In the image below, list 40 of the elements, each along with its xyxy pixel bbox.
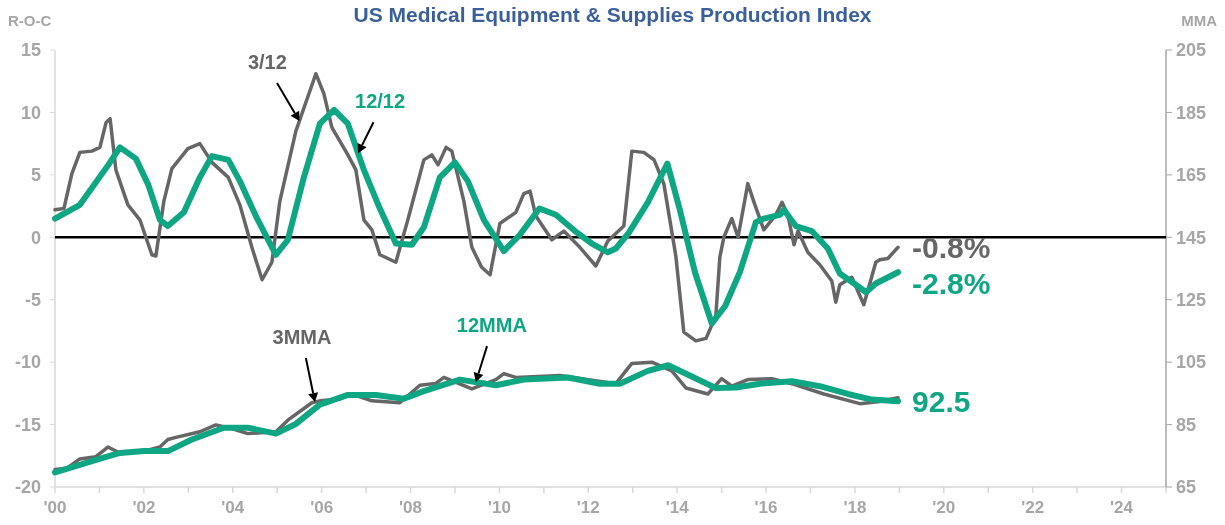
data-label: -2.8% [912, 266, 991, 300]
y2-tick-label: 65 [1176, 477, 1197, 498]
x-tick-label: '16 [754, 498, 778, 517]
x-tick-label: '10 [487, 498, 511, 517]
y2-tick-label: 85 [1176, 414, 1197, 435]
chart-title: US Medical Equipment & Supplies Production Index [353, 3, 872, 26]
y-tick-label: -10 [14, 352, 41, 373]
y-tick-label: -15 [14, 414, 41, 435]
data-label: 92.5 [912, 384, 971, 418]
y-tick-label: 10 [20, 102, 41, 123]
data-label: -0.8% [912, 230, 991, 264]
series-label: 3/12 [247, 50, 287, 73]
x-tick-label: '02 [132, 498, 156, 517]
x-tick-label: '14 [665, 498, 690, 517]
y-tick-label: -20 [14, 477, 41, 498]
x-tick-label: '20 [932, 498, 956, 517]
text: 3MMA [272, 325, 332, 348]
y2-tick-label: 145 [1176, 227, 1207, 248]
y2-tick-label: 165 [1176, 165, 1207, 186]
line-series [53, 71, 900, 343]
y-tick-label: 0 [30, 227, 41, 248]
y-tick-label: 15 [20, 40, 41, 61]
y-tick-label: 5 [30, 165, 41, 186]
x-tick-label: '22 [1021, 498, 1045, 517]
x-tick-label: '24 [1110, 498, 1134, 517]
y2-tick-label: 105 [1176, 352, 1207, 373]
x-tick-label: '12 [576, 498, 600, 517]
x-tick-label: '04 [221, 498, 245, 517]
y2-tick-label: 205 [1176, 40, 1207, 61]
series-label: 12/12 [355, 90, 406, 113]
x-tick-label: '06 [310, 498, 334, 517]
y2-tick-label: 125 [1176, 290, 1207, 311]
x-tick-label: '08 [399, 498, 422, 517]
text: 12MMA [456, 314, 527, 337]
y-tick-label: -5 [24, 290, 41, 311]
y2-axis-title: MMA [1181, 12, 1218, 29]
x-tick-label: '00 [43, 498, 67, 517]
x-tick-label: '18 [843, 498, 867, 517]
y2-tick-label: 185 [1176, 102, 1207, 123]
y-axis-title: R-O-C [8, 12, 52, 29]
